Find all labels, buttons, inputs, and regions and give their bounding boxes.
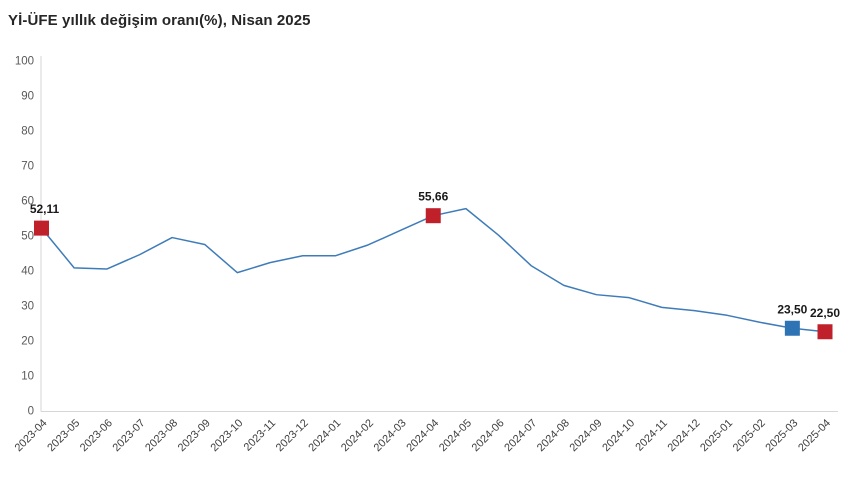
x-tick-label: 2024-10 — [600, 417, 637, 454]
x-tick-label: 2024-08 — [535, 417, 572, 454]
x-tick-label: 2024-02 — [339, 417, 376, 454]
y-tick-label: 20 — [21, 336, 34, 348]
x-tick-label: 2025-02 — [731, 417, 768, 454]
y-tick-label: 60 — [21, 196, 34, 208]
x-tick-label: 2023-04 — [13, 417, 50, 454]
y-tick-label: 50 — [21, 231, 34, 243]
chart-title: Yİ-ÜFE yıllık değişim oranı(%), Nisan 20… — [8, 12, 311, 29]
y-tick-label: 40 — [21, 266, 34, 278]
data-point-marker — [34, 220, 49, 236]
data-point-label: 22,50 — [810, 306, 840, 320]
x-tick-label: 2024-11 — [633, 417, 669, 453]
x-tick-label: 2023-08 — [143, 417, 180, 454]
x-tick-label: 2025-03 — [763, 417, 800, 454]
x-tick-label: 2024-07 — [502, 417, 539, 454]
x-tick-label: 2024-04 — [404, 417, 441, 454]
x-tick-label: 2023-05 — [45, 417, 82, 454]
x-tick-label: 2024-12 — [666, 417, 703, 454]
data-point-marker — [425, 208, 441, 224]
x-tick-label: 2025-01 — [698, 417, 735, 454]
data-line — [40, 207, 826, 333]
y-tick-label: 0 — [28, 406, 34, 418]
y-tick-label: 70 — [21, 161, 34, 173]
x-tick-label: 2024-09 — [568, 417, 605, 454]
y-tick-label: 80 — [21, 126, 34, 138]
x-tick-label: 2024-03 — [372, 417, 409, 454]
x-tick-label: 2023-12 — [274, 417, 311, 454]
x-tick-label: 2024-05 — [437, 417, 474, 454]
data-point-label: 55,66 — [418, 190, 448, 204]
y-tick-label: 100 — [15, 56, 34, 68]
data-point-label: 52,11 — [30, 202, 60, 216]
y-tick-label: 90 — [21, 91, 34, 103]
data-point-marker — [784, 320, 800, 336]
x-tick-label: 2025-04 — [796, 417, 833, 454]
x-tick-label: 2023-07 — [111, 417, 148, 454]
x-tick-label: 2023-09 — [176, 417, 213, 454]
data-point-label: 23,50 — [777, 302, 807, 316]
x-tick-label: 2024-01 — [306, 417, 343, 454]
y-tick-label: 30 — [21, 301, 34, 313]
x-tick-label: 2024-06 — [470, 417, 507, 454]
x-tick-label: 2023-11 — [242, 417, 278, 453]
x-tick-label: 2023-06 — [78, 417, 115, 454]
x-tick-label: 2023-10 — [208, 417, 245, 454]
y-tick-label: 10 — [21, 371, 34, 383]
data-point-marker — [817, 324, 833, 340]
